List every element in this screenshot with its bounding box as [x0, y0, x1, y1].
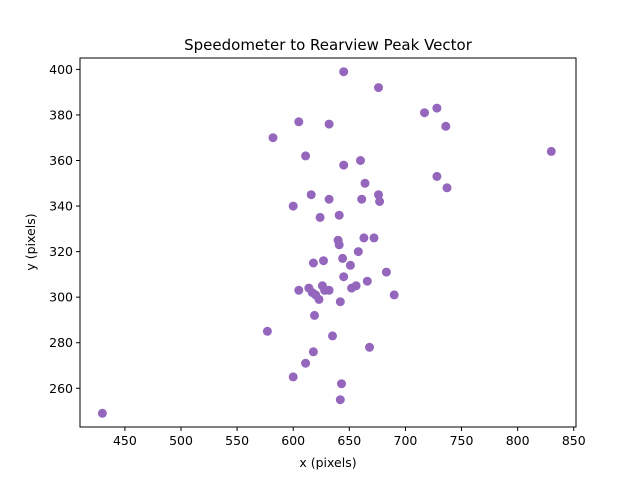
data-point [357, 194, 367, 204]
data-point [288, 201, 298, 211]
data-point [441, 121, 451, 131]
y-axis-ticks: 260 280 300 320 340 360 380 400 [49, 62, 80, 396]
y-tick-label: 360 [49, 153, 73, 168]
x-tick-label: 600 [281, 433, 305, 448]
data-point [442, 183, 452, 193]
data-point [324, 194, 334, 204]
y-axis-label: y (pixels) [23, 213, 38, 270]
x-tick-label: 450 [113, 433, 137, 448]
data-point [339, 67, 349, 77]
data-point [420, 108, 429, 118]
y-tick-label: 300 [49, 290, 73, 305]
data-point [432, 103, 442, 113]
data-point [359, 233, 369, 243]
data-point [335, 395, 345, 405]
data-point [319, 256, 328, 266]
data-point [308, 258, 318, 268]
data-point [294, 117, 304, 127]
data-point [362, 276, 372, 286]
chart-title: Speedometer to Rearview Peak Vector [184, 36, 473, 54]
data-point [381, 267, 391, 277]
data-point [374, 190, 383, 200]
y-tick-label: 320 [49, 244, 73, 259]
data-point [310, 310, 319, 320]
data-point [347, 283, 357, 293]
data-point [308, 347, 318, 357]
data-point [353, 247, 363, 257]
data-point [338, 253, 348, 263]
x-tick-label: 800 [506, 433, 530, 448]
data-point [262, 326, 272, 336]
y-tick-label: 280 [49, 335, 73, 350]
data-point [337, 379, 346, 389]
data-point [335, 297, 345, 307]
data-point [334, 240, 344, 250]
data-point [369, 233, 379, 243]
x-tick-label: 700 [394, 433, 418, 448]
data-point [374, 83, 383, 93]
x-tick-label: 850 [562, 433, 586, 448]
data-point [301, 358, 311, 368]
y-tick-label: 380 [49, 107, 73, 122]
y-tick-label: 340 [49, 199, 73, 214]
x-axis-ticks: 450 500 550 600 650 700 750 800 850 [113, 427, 586, 448]
x-axis-label: x (pixels) [299, 455, 356, 470]
data-point [360, 178, 370, 188]
x-tick-label: 550 [225, 433, 249, 448]
data-point [324, 119, 334, 129]
x-tick-label: 650 [337, 433, 361, 448]
data-point [314, 294, 324, 304]
data-point [356, 156, 365, 165]
y-tick-label: 400 [49, 62, 73, 77]
plot-area-frame [79, 57, 577, 428]
data-point [306, 190, 316, 200]
data-point [320, 285, 330, 295]
data-point [432, 171, 442, 181]
x-tick-label: 750 [450, 433, 474, 448]
x-tick-label: 500 [169, 433, 193, 448]
y-tick-label: 260 [49, 381, 73, 396]
data-point [97, 408, 107, 418]
data-point [315, 212, 325, 222]
data-point [375, 197, 385, 206]
data-point [334, 210, 344, 220]
data-point [339, 160, 349, 170]
data-point [268, 133, 278, 143]
data-point [294, 285, 304, 295]
data-point [365, 342, 374, 352]
data-point [328, 331, 337, 341]
data-point [288, 372, 298, 382]
data-points [97, 67, 556, 418]
data-point [339, 272, 349, 282]
data-point [345, 260, 355, 270]
data-point [546, 146, 556, 156]
data-point [301, 151, 311, 161]
data-point [389, 290, 399, 300]
